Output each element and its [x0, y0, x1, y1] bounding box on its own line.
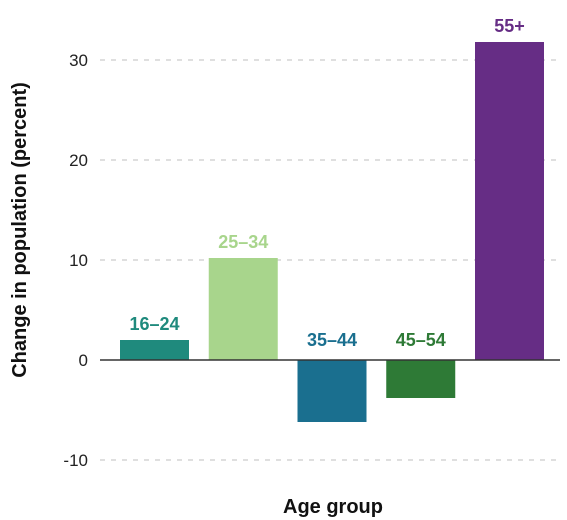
- y-tick-labels: -10 0 10 20 30: [63, 51, 88, 470]
- y-tick-label: 30: [69, 51, 88, 70]
- bar-labels: 16–24 25–34 35–44 45–54 55+: [129, 16, 524, 350]
- bar-category-label: 55+: [494, 16, 525, 36]
- bar-category-label: 45–54: [396, 330, 446, 350]
- bar-category-label: 25–34: [218, 232, 268, 252]
- bar: [475, 42, 544, 360]
- bar: [297, 360, 367, 422]
- y-tick-label: 0: [79, 351, 88, 370]
- bars: [120, 42, 544, 422]
- y-tick-label: 10: [69, 251, 88, 270]
- bar: [386, 360, 456, 398]
- bar-category-label: 35–44: [307, 330, 357, 350]
- y-tick-label: 20: [69, 151, 88, 170]
- bar: [208, 258, 278, 360]
- y-axis-title: Change in population (percent): [9, 82, 31, 378]
- y-tick-label: -10: [63, 451, 88, 470]
- bar: [120, 340, 189, 360]
- x-axis-title: Age group: [283, 496, 383, 518]
- bar-category-label: 16–24: [129, 314, 179, 334]
